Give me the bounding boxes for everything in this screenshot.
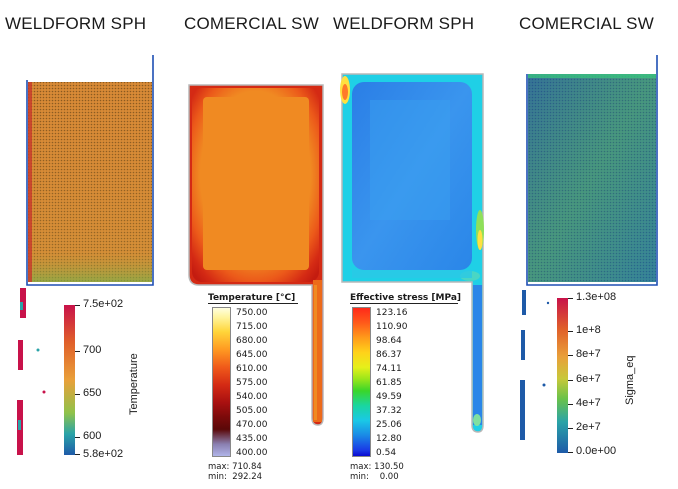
colorbar-label: Sigma_eq: [624, 355, 636, 405]
legend-tick: 470.00: [236, 420, 268, 430]
legend-tick: 645.00: [236, 350, 268, 360]
tick-mark: [75, 351, 80, 352]
legend-max: max: 710.84: [208, 462, 262, 472]
stress-legend-title: Effective stress [MPa]: [350, 293, 462, 304]
colorbar-tick: 1e+8: [576, 324, 601, 336]
colorbar-tick: 600: [83, 430, 102, 442]
tick-mark: [568, 404, 573, 405]
legend-tick: 400.00: [236, 448, 268, 458]
legend-min: min: 292.24: [208, 472, 263, 482]
legend-tick: 0.54: [376, 448, 397, 458]
legend-tick: 61.85: [376, 378, 402, 388]
colorbar-tick: 1.3e+08: [576, 291, 617, 303]
legend-tick: 110.90: [376, 322, 408, 332]
legend-min: min: 0.00: [350, 472, 399, 482]
colorbar-tick: 4e+7: [576, 397, 601, 409]
legend-tick: 575.00: [236, 378, 268, 388]
panel-title-2: COMERCIAL SW: [184, 14, 319, 33]
panel-title-3: WELDFORM SPH: [333, 14, 475, 33]
tick-mark: [568, 298, 573, 299]
legend-tick: 37.32: [376, 406, 402, 416]
legend-tick: 540.00: [236, 392, 268, 402]
colorbar-tick: 0.0e+00: [576, 445, 617, 457]
panel-title-1: WELDFORM SPH: [5, 14, 147, 33]
legend-tick: 123.16: [376, 308, 408, 318]
legend-max: max: 130.50: [350, 462, 404, 472]
legend-tick: 49.59: [376, 392, 402, 402]
colorbar-tick: 8e+7: [576, 348, 601, 360]
tick-mark: [568, 380, 573, 381]
panel-title-4: COMERCIAL SW: [519, 14, 654, 33]
temperature-legend-title: Temperature [°C]: [208, 293, 298, 304]
legend-tick: 435.00: [236, 434, 268, 444]
temperature-colorbar: [64, 305, 75, 455]
colorbar-tick: 650: [83, 387, 102, 399]
tick-mark: [75, 454, 80, 455]
tick-mark: [568, 452, 573, 453]
legend-tick: 74.11: [376, 364, 402, 374]
legend-tick: 12.80: [376, 434, 402, 444]
colorbar-tick: 700: [83, 344, 102, 356]
legend-tick: 610.00: [236, 364, 268, 374]
tick-mark: [568, 428, 573, 429]
legend-tick: 715.00: [236, 322, 268, 332]
legend-tick: 505.00: [236, 406, 268, 416]
tick-mark: [568, 331, 573, 332]
legend-tick: 750.00: [236, 308, 268, 318]
tick-mark: [75, 394, 80, 395]
colorbar-tick: 5.8e+02: [83, 448, 124, 460]
temperature-legend-bar: [212, 307, 231, 457]
stress-legend-bar: [352, 307, 371, 457]
legend-tick: 25.06: [376, 420, 402, 430]
colorbar-tick: 7.5e+02: [83, 298, 124, 310]
colorbar-tick: 2e+7: [576, 421, 601, 433]
legend-tick: 680.00: [236, 336, 268, 346]
legend-tick: 98.64: [376, 336, 402, 346]
tick-mark: [75, 305, 80, 306]
sigma-eq-colorbar: [557, 298, 568, 453]
legend-tick: 86.37: [376, 350, 402, 360]
tick-mark: [568, 355, 573, 356]
tick-mark: [75, 437, 80, 438]
colorbar-tick: 6e+7: [576, 373, 601, 385]
